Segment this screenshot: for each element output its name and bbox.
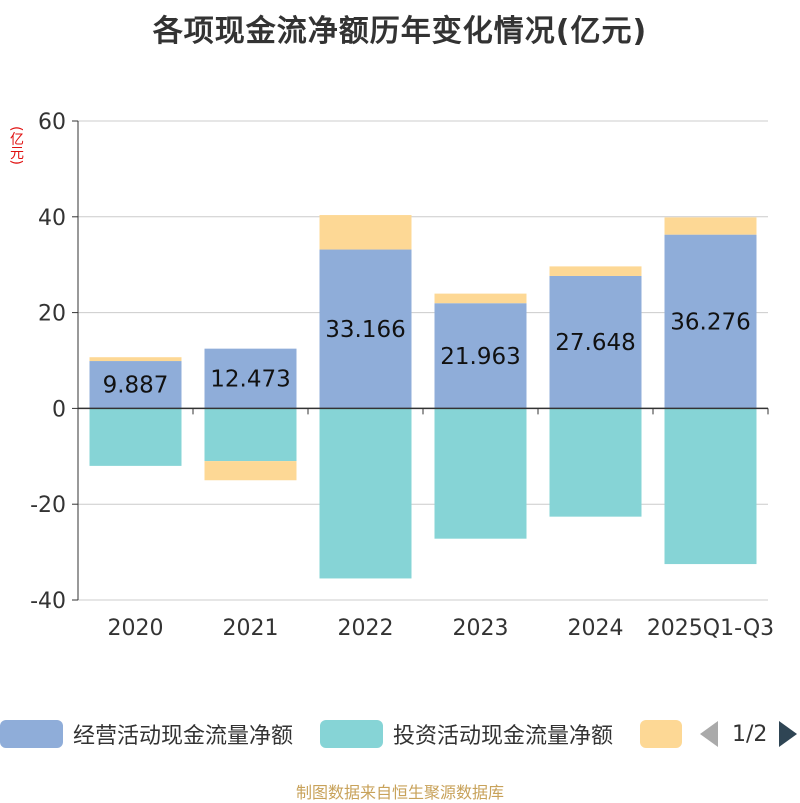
- bar-operating-2024: [549, 275, 642, 409]
- y-tick-label: 40: [38, 206, 66, 231]
- bar-operating-2023: [434, 303, 527, 409]
- y-tick-label: 60: [38, 110, 66, 135]
- legend: 经营活动现金流量净额 投资活动现金流量净额: [0, 716, 800, 752]
- bar-operating-2021: [204, 348, 297, 409]
- pager-page-text: 1/2: [732, 721, 768, 747]
- legend-swatch-operating: [0, 720, 63, 748]
- bar-third-2023: [434, 293, 527, 304]
- legend-label-operating: 经营活动现金流量净额: [73, 724, 294, 749]
- x-tick-label: 2025Q1-Q3: [647, 616, 774, 641]
- legend-swatch-investing: [320, 720, 383, 748]
- bar-investing-2024: [549, 408, 642, 517]
- x-tick-label: 2020: [108, 616, 164, 641]
- data-label: 9.887: [103, 373, 169, 399]
- data-label: 21.963: [440, 344, 520, 370]
- bar-third-2021: [204, 461, 297, 481]
- bar-operating-2025Q1-Q3: [664, 234, 757, 409]
- data-label: 27.648: [555, 330, 635, 356]
- y-tick-label: 0: [52, 397, 66, 422]
- y-axis-unit-label: (亿元): [8, 126, 24, 165]
- legend-swatch-third: [640, 720, 682, 748]
- bar-operating-2020: [89, 361, 182, 409]
- chart-title: 各项现金流净额历年变化情况(亿元): [152, 14, 648, 49]
- bar-third-2020: [89, 357, 182, 362]
- data-label: 33.166: [325, 317, 405, 343]
- data-label: 36.276: [670, 310, 750, 336]
- legend-item-third[interactable]: [640, 716, 692, 752]
- bar-investing-2020: [89, 408, 182, 466]
- legend-pager: 1/2: [700, 716, 798, 752]
- x-tick-label: 2023: [453, 616, 509, 641]
- legend-label-investing: 投资活动现金流量净额: [393, 724, 614, 749]
- y-tick-label: -20: [30, 493, 66, 518]
- data-label: 12.473: [210, 367, 290, 393]
- bar-investing-2021: [204, 408, 297, 462]
- chart-area: -40 -20 0 20 40 60 9.887 2020 12.473 2021 33.166 20…: [30, 110, 774, 641]
- bar-operating-2022: [319, 249, 412, 409]
- bar-investing-2025Q1-Q3: [664, 408, 757, 565]
- bar-investing-2023: [434, 408, 527, 539]
- x-tick-label: 2022: [338, 616, 394, 641]
- bar-third-2025Q1-Q3: [664, 217, 757, 235]
- bar-third-2022: [319, 215, 412, 250]
- y-tick-label: 20: [38, 302, 66, 327]
- x-tick-label: 2024: [568, 616, 624, 641]
- legend-item-operating[interactable]: 经营活动现金流量净额: [0, 716, 293, 752]
- bar-third-2024: [549, 266, 642, 276]
- y-tick-label: -40: [30, 589, 66, 614]
- pager-prev-icon[interactable]: [700, 721, 718, 747]
- pager-next-icon[interactable]: [779, 721, 798, 747]
- legend-item-investing[interactable]: 投资活动现金流量净额: [320, 716, 613, 752]
- source-note: 制图数据来自恒生聚源数据库: [295, 783, 504, 802]
- x-tick-label: 2021: [223, 616, 279, 641]
- bar-investing-2022: [319, 408, 412, 579]
